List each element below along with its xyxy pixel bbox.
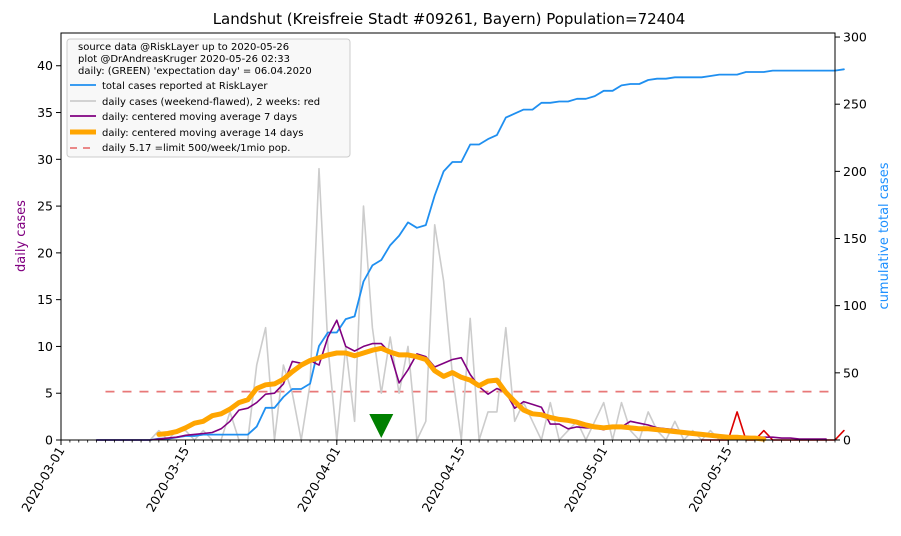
- legend-header-line: source data @RiskLayer up to 2020-05-26: [78, 42, 289, 53]
- x-tick-label: 2020-04-15: [419, 444, 468, 514]
- legend-label-limit: daily 5.17 =limit 500/week/1mio pop.: [102, 143, 290, 154]
- legend-label-daily: daily cases (weekend-flawed), 2 weeks: r…: [102, 97, 320, 108]
- left-tick-label: 20: [37, 245, 53, 260]
- x-tick-label: 2020-05-01: [561, 444, 610, 514]
- expectation-day-marker: [369, 414, 394, 438]
- left-y-axis: 0 5 10 15 20 25 30 35 40: [37, 58, 61, 448]
- chart-title: Landshut (Kreisfreie Stadt #09261, Bayer…: [213, 10, 686, 28]
- right-tick-label: 0: [843, 433, 851, 448]
- left-tick-label: 10: [37, 339, 53, 354]
- plot-frame: [60, 32, 836, 441]
- legend-header-line: daily: (GREEN) 'expectation day' = 06.04…: [78, 66, 312, 77]
- right-tick-label: 200: [843, 164, 867, 179]
- x-tick-label: 2020-03-15: [143, 444, 192, 514]
- legend-box: [66, 38, 351, 158]
- left-tick-label: 25: [37, 199, 53, 214]
- left-tick-label: 5: [45, 386, 53, 401]
- legend-label-ma7: daily: centered moving average 7 days: [102, 112, 297, 123]
- left-axis-label: daily cases: [14, 200, 29, 272]
- series-line-ma14: [156, 345, 767, 442]
- legend: source data @RiskLayer up to 2020-05-26 …: [66, 38, 351, 158]
- left-tick-label: 0: [45, 433, 53, 448]
- left-tick-label: 35: [37, 105, 53, 120]
- x-tick-label: 2020-03-01: [18, 444, 67, 514]
- x-tick-label: 2020-04-01: [294, 444, 343, 514]
- left-tick-label: 15: [37, 292, 53, 307]
- left-tick-label: 40: [37, 58, 53, 73]
- series-line-daily_raw: [95, 167, 845, 441]
- series-line-total: [95, 68, 845, 441]
- x-tick-label: 2020-05-15: [686, 444, 735, 514]
- right-tick-label: 50: [843, 365, 859, 380]
- right-tick-label: 250: [843, 97, 867, 112]
- legend-label-ma14: daily: centered moving average 14 days: [102, 128, 303, 139]
- left-tick-label: 30: [37, 152, 53, 167]
- right-tick-label: 100: [843, 298, 867, 313]
- x-axis: 2020-03-01 2020-03-15 2020-04-01 2020-04-15…: [18, 440, 836, 514]
- legend-header-line: plot @DrAndreasKruger 2020-05-26 02:33: [78, 54, 290, 65]
- right-y-axis: 0 50 100 150 200 250 300: [835, 30, 867, 448]
- legend-label-total: total cases reported at RiskLayer: [102, 81, 268, 92]
- right-tick-label: 150: [843, 231, 867, 246]
- right-axis-label: cumulative total cases: [877, 162, 892, 309]
- right-tick-label: 300: [843, 30, 867, 45]
